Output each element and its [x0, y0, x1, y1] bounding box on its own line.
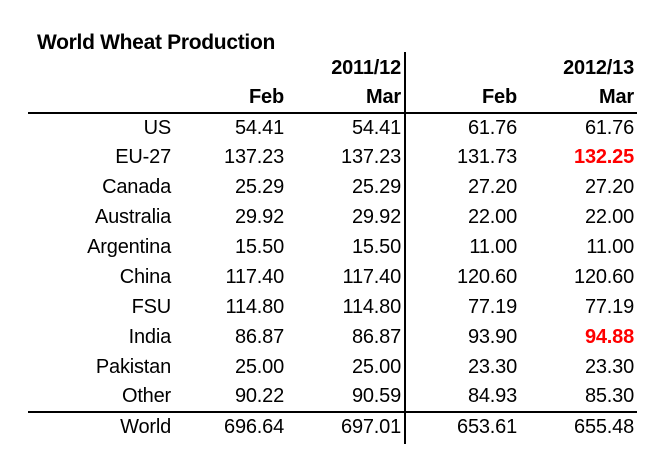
cell-value: 120.60	[574, 265, 634, 288]
cell-value: 114.80	[342, 295, 402, 318]
table-row-canada: Canada 25.29 25.29 27.20 27.20	[28, 173, 637, 203]
cell-value: 11.00	[586, 236, 634, 258]
table-row-us: US 54.41 54.41 61.76 61.76	[28, 113, 637, 143]
month-header: Feb	[174, 83, 287, 114]
table-row-other: Other 90.22 90.59 84.93 85.30	[28, 382, 637, 412]
year-group-label-2012-13: 2012/13	[563, 57, 634, 80]
cell-value: 23.30	[467, 355, 517, 378]
cell-value-highlighted: 94.88	[584, 325, 634, 348]
cell-value: 23.30	[584, 355, 634, 378]
row-label: FSU	[131, 295, 172, 318]
cell-value: 653.61	[404, 410, 520, 442]
cell-value: 137.23	[224, 146, 284, 169]
cell-value: 90.22	[234, 384, 284, 407]
cell-value: 114.80	[225, 295, 285, 318]
cell-value: 117.40	[342, 265, 402, 288]
year-header-row: 2011/12 2012/13	[28, 54, 637, 84]
table-row-pakistan: Pakistan 25.00 25.00 23.30 23.30	[28, 352, 637, 382]
cell-value-highlighted: 132.25	[574, 146, 634, 169]
cell-value: 86.87	[234, 325, 284, 348]
month-header: Mar	[287, 83, 404, 114]
table-row-eu-27: EU-27 137.23 137.23 131.73 132.25	[28, 143, 637, 173]
row-label: World	[28, 410, 174, 442]
cell-empty	[28, 83, 174, 114]
production-table: 2011/12 2012/13 Feb Mar Feb Mar US 54.41…	[28, 54, 637, 442]
row-label: Canada	[102, 176, 171, 199]
table-row-argentina: Argentina 15.50 15.50 11.00 11.00	[28, 233, 637, 263]
cell-value: 696.64	[174, 410, 287, 442]
cell-value: 27.20	[584, 176, 634, 199]
cell-value: 25.00	[234, 355, 284, 378]
month-header-row: Feb Mar Feb Mar	[28, 83, 637, 114]
table-row-world: World 696.64 697.01 653.61 655.48	[28, 410, 637, 442]
cell-value: 61.76	[584, 116, 634, 139]
cell-value: 54.41	[234, 116, 284, 139]
cell-empty	[28, 54, 174, 84]
cell-value: 11.00	[469, 236, 517, 258]
cell-value: 77.19	[467, 295, 517, 318]
row-label: Pakistan	[95, 355, 171, 378]
cell-value: 84.93	[467, 384, 517, 407]
cell-empty	[404, 54, 520, 84]
cell-value: 117.40	[225, 265, 285, 288]
cell-value: 655.48	[520, 410, 637, 442]
row-label: Argentina	[87, 236, 171, 258]
cell-value: 61.76	[467, 116, 517, 139]
cell-value: 697.01	[287, 410, 404, 442]
year-group-label-2011-12: 2011/12	[331, 57, 401, 80]
cell-value: 77.19	[584, 295, 634, 318]
cell-value: 85.30	[584, 384, 634, 407]
row-label: US	[143, 116, 172, 139]
row-label: EU-27	[115, 146, 171, 169]
cell-value: 15.50	[351, 236, 401, 258]
page-title: World Wheat Production	[37, 31, 275, 54]
month-header: Mar	[520, 83, 637, 114]
table-row-china: China 117.40 117.40 120.60 120.60	[28, 262, 637, 292]
table-row-fsu: FSU 114.80 114.80 77.19 77.19	[28, 292, 637, 322]
cell-value: 25.29	[234, 176, 284, 199]
cell-value: 54.41	[351, 116, 401, 139]
cell-value: 90.59	[351, 384, 401, 407]
month-header: Feb	[404, 83, 520, 114]
table-row-india: India 86.87 86.87 93.90 94.88	[28, 322, 637, 352]
cell-value: 15.50	[234, 236, 284, 258]
row-label: China	[119, 265, 171, 288]
cell-value: 22.00	[584, 206, 634, 229]
year-group-divider-line	[404, 52, 406, 444]
cell-value: 29.92	[351, 206, 401, 229]
table-row-australia: Australia 29.92 29.92 22.00 22.00	[28, 203, 637, 233]
cell-value: 25.00	[351, 355, 401, 378]
cell-value: 29.92	[234, 206, 284, 229]
row-label: India	[128, 325, 172, 348]
cell-value: 120.60	[457, 265, 517, 288]
row-label: Other	[121, 384, 171, 407]
cell-value: 27.20	[467, 176, 517, 199]
row-label: Australia	[94, 206, 171, 229]
cell-value: 86.87	[351, 325, 401, 348]
cell-value: 131.73	[457, 146, 517, 169]
cell-value: 93.90	[467, 325, 517, 348]
cell-value: 25.29	[351, 176, 401, 199]
cell-empty	[174, 54, 287, 84]
cell-value: 22.00	[467, 206, 517, 229]
cell-value: 137.23	[341, 146, 401, 169]
